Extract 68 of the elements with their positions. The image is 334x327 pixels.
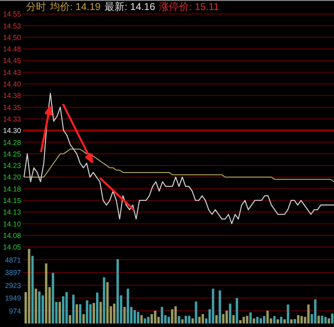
bar [218, 290, 222, 324]
bar [191, 318, 194, 324]
bar [236, 298, 238, 324]
line-series [24, 148, 334, 182]
bar [82, 314, 85, 324]
text: 最新: 14.16 [104, 1, 156, 13]
bar [92, 302, 96, 324]
bar [126, 288, 130, 324]
bar [239, 320, 242, 324]
bar [28, 248, 30, 324]
bar [252, 318, 256, 324]
bar [72, 294, 75, 324]
bar [202, 314, 204, 324]
bar [134, 310, 136, 324]
bar [212, 288, 214, 324]
bar [260, 318, 262, 324]
bar [89, 304, 92, 324]
bar [38, 291, 41, 324]
bar [42, 295, 44, 324]
bar [320, 316, 324, 324]
chart-title: 分时 [26, 1, 46, 13]
bar [188, 316, 190, 324]
bar [99, 302, 102, 324]
bar [144, 318, 146, 324]
bar [147, 316, 150, 324]
bar [136, 312, 140, 324]
bar [116, 259, 119, 324]
bar [96, 292, 98, 324]
bar [168, 316, 170, 324]
text: 涨停价: 15.11 [159, 1, 220, 13]
bar [113, 304, 116, 324]
bar [228, 304, 232, 324]
bar [276, 319, 279, 324]
bar [262, 316, 266, 324]
bar [44, 263, 48, 324]
bar [181, 319, 184, 324]
bar [242, 316, 245, 324]
bar [266, 310, 269, 324]
bar [294, 319, 296, 324]
line-series [24, 92, 334, 224]
bar [198, 316, 201, 324]
bar [256, 316, 259, 324]
bar [225, 310, 228, 324]
bar [170, 309, 174, 324]
bar [76, 304, 78, 324]
bar [65, 292, 68, 324]
bar [184, 316, 188, 324]
bar [79, 304, 82, 324]
bar [246, 316, 248, 324]
bar [62, 296, 64, 324]
bar [34, 288, 38, 324]
bar [222, 314, 224, 324]
bar [297, 315, 300, 324]
bar [102, 277, 106, 324]
bar [314, 299, 316, 324]
bar [154, 310, 156, 324]
bar [290, 319, 293, 324]
bar [328, 318, 330, 324]
text: 均价: 14.19 [49, 1, 102, 13]
bar [317, 316, 320, 324]
bar [150, 314, 153, 324]
bar [300, 316, 303, 324]
bar [174, 306, 177, 324]
bar [280, 316, 282, 324]
bar [283, 319, 286, 324]
bar [273, 316, 276, 324]
bar [331, 314, 334, 324]
bar [58, 302, 61, 324]
